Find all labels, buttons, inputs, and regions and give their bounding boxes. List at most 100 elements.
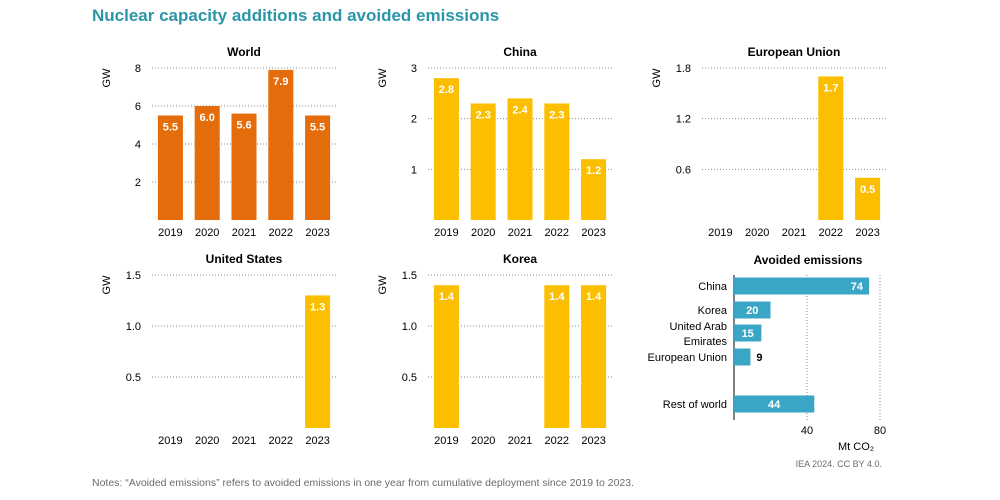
world-bar-2021 (231, 113, 257, 220)
european-union-y-tick-label: 0.6 (676, 164, 691, 176)
korea-y-axis-label: GW (377, 275, 389, 295)
united-states-x-tick-label: 2019 (158, 435, 182, 447)
china-x-tick-label: 2019 (434, 227, 458, 239)
china-bar-2023 (581, 159, 607, 220)
european-union-x-tick-label: 2020 (745, 227, 769, 239)
avoided-emissions-x-axis-label: Mt CO₂ (838, 441, 874, 453)
world-y-tick-label: 6 (135, 101, 141, 113)
world-x-tick-label: 2020 (195, 227, 219, 239)
chart-notes: Notes: “Avoided emissions” refers to avo… (92, 477, 635, 489)
korea-chart-title: Korea (503, 252, 537, 266)
avoided-emissions-chart-title: Avoided emissions (754, 253, 863, 267)
world-y-tick-label: 2 (135, 177, 141, 189)
european-union-bar-value-label: 1.7 (823, 82, 838, 94)
avoided-emissions-category-label: China (698, 281, 728, 293)
world-bar-value-label: 7.9 (273, 76, 288, 88)
korea-y-tick-label: 1.5 (402, 270, 417, 282)
united-states-y-tick-label: 1.0 (126, 321, 141, 333)
united-states-y-tick-label: 1.5 (126, 270, 141, 282)
united-states-bar-2023 (305, 295, 331, 428)
world-x-tick-label: 2023 (305, 227, 329, 239)
avoided-emissions-category-label-line: Emirates (684, 336, 728, 348)
korea-bar-2022 (544, 285, 570, 428)
united-states-chart-title: United States (206, 252, 283, 266)
avoided-emissions-bar-value-label: 74 (851, 281, 864, 293)
avoided-emissions-category-label: United Arab Emirates (670, 321, 728, 348)
european-union-y-tick-label: 1.2 (676, 114, 691, 126)
world-bar-value-label: 5.5 (163, 122, 178, 134)
korea-x-tick-label: 2022 (545, 435, 569, 447)
united-states-bar-value-label: 1.3 (310, 301, 325, 313)
china-x-tick-label: 2023 (581, 227, 605, 239)
china-x-tick-label: 2020 (471, 227, 495, 239)
world-bar-2019 (157, 115, 183, 220)
united-states-x-tick-label: 2021 (232, 435, 256, 447)
avoided-emissions-x-tick-label: 80 (874, 425, 886, 437)
china-bar-value-label: 1.2 (586, 165, 601, 177)
korea-x-tick-label: 2019 (434, 435, 458, 447)
china-y-tick-label: 1 (411, 164, 417, 176)
china-bar-value-label: 2.3 (476, 109, 491, 121)
world-x-tick-label: 2019 (158, 227, 182, 239)
korea-bar-value-label: 1.4 (439, 291, 455, 303)
source-credit: IEA 2024. CC BY 4.0. (795, 459, 882, 469)
european-union-y-axis-label: GW (651, 68, 663, 88)
european-union-x-tick-label: 2023 (855, 227, 879, 239)
china-chart-title: China (503, 45, 537, 59)
united-states-x-tick-label: 2022 (269, 435, 293, 447)
world-y-tick-label: 4 (135, 139, 141, 151)
world-bar-2023 (305, 115, 331, 220)
european-union-bar-2023 (855, 177, 881, 220)
china-bar-value-label: 2.4 (512, 104, 528, 116)
korea-x-tick-label: 2020 (471, 435, 495, 447)
korea-bar-2019 (433, 285, 459, 428)
china-y-tick-label: 3 (411, 63, 417, 75)
china-x-tick-label: 2022 (545, 227, 569, 239)
china-y-tick-label: 2 (411, 114, 417, 126)
avoided-emissions-category-label: Korea (698, 305, 728, 317)
world-y-axis-label: GW (101, 68, 113, 88)
china-bar-value-label: 2.8 (439, 84, 454, 96)
korea-y-tick-label: 1.0 (402, 321, 417, 333)
avoided-emissions-bar-value-label: 15 (742, 328, 754, 340)
page-title: Nuclear capacity additions and avoided e… (92, 6, 500, 25)
world-bar-value-label: 6.0 (200, 112, 215, 124)
avoided-emissions-bar-korea (734, 301, 771, 319)
european-union-bar-value-label: 0.5 (860, 184, 875, 196)
avoided-emissions-bar-european-union (734, 348, 751, 366)
avoided-emissions-bar-value-label: 44 (768, 399, 781, 411)
china-bar-2020 (470, 103, 496, 220)
china-y-axis-label: GW (377, 68, 389, 88)
world-bar-value-label: 5.6 (236, 120, 251, 132)
united-states-y-tick-label: 0.5 (126, 372, 141, 384)
european-union-bar-2022 (818, 76, 844, 220)
world-bar-2022 (268, 69, 294, 221)
avoided-emissions-category-label: European Union (647, 352, 727, 364)
korea-bar-2023 (581, 285, 607, 428)
european-union-x-tick-label: 2019 (708, 227, 732, 239)
avoided-emissions-bar-rest-of-world (734, 395, 815, 413)
world-x-tick-label: 2021 (232, 227, 256, 239)
avoided-emissions-category-label: Rest of world (663, 399, 727, 411)
avoided-emissions-bar-value-label: 9 (756, 352, 762, 364)
china-bar-value-label: 2.3 (549, 109, 564, 121)
china-bar-2019 (433, 78, 459, 220)
world-bar-value-label: 5.5 (310, 122, 325, 134)
world-y-tick-label: 8 (135, 63, 141, 75)
avoided-emissions-bar-united-arab-emirates (734, 324, 762, 342)
european-union-x-tick-label: 2021 (782, 227, 806, 239)
european-union-y-tick-label: 1.8 (676, 63, 691, 75)
world-chart-title: World (227, 45, 261, 59)
world-x-tick-label: 2022 (269, 227, 293, 239)
avoided-emissions-category-label-line: United Arab (670, 321, 727, 333)
united-states-x-tick-label: 2020 (195, 435, 219, 447)
korea-x-tick-label: 2023 (581, 435, 605, 447)
avoided-emissions-bar-value-label: 20 (746, 305, 758, 317)
korea-bar-value-label: 1.4 (549, 291, 565, 303)
world-bar-2020 (194, 106, 220, 220)
european-union-chart-title: European Union (748, 45, 841, 59)
united-states-y-axis-label: GW (101, 275, 113, 295)
korea-y-tick-label: 0.5 (402, 372, 417, 384)
european-union-x-tick-label: 2022 (819, 227, 843, 239)
